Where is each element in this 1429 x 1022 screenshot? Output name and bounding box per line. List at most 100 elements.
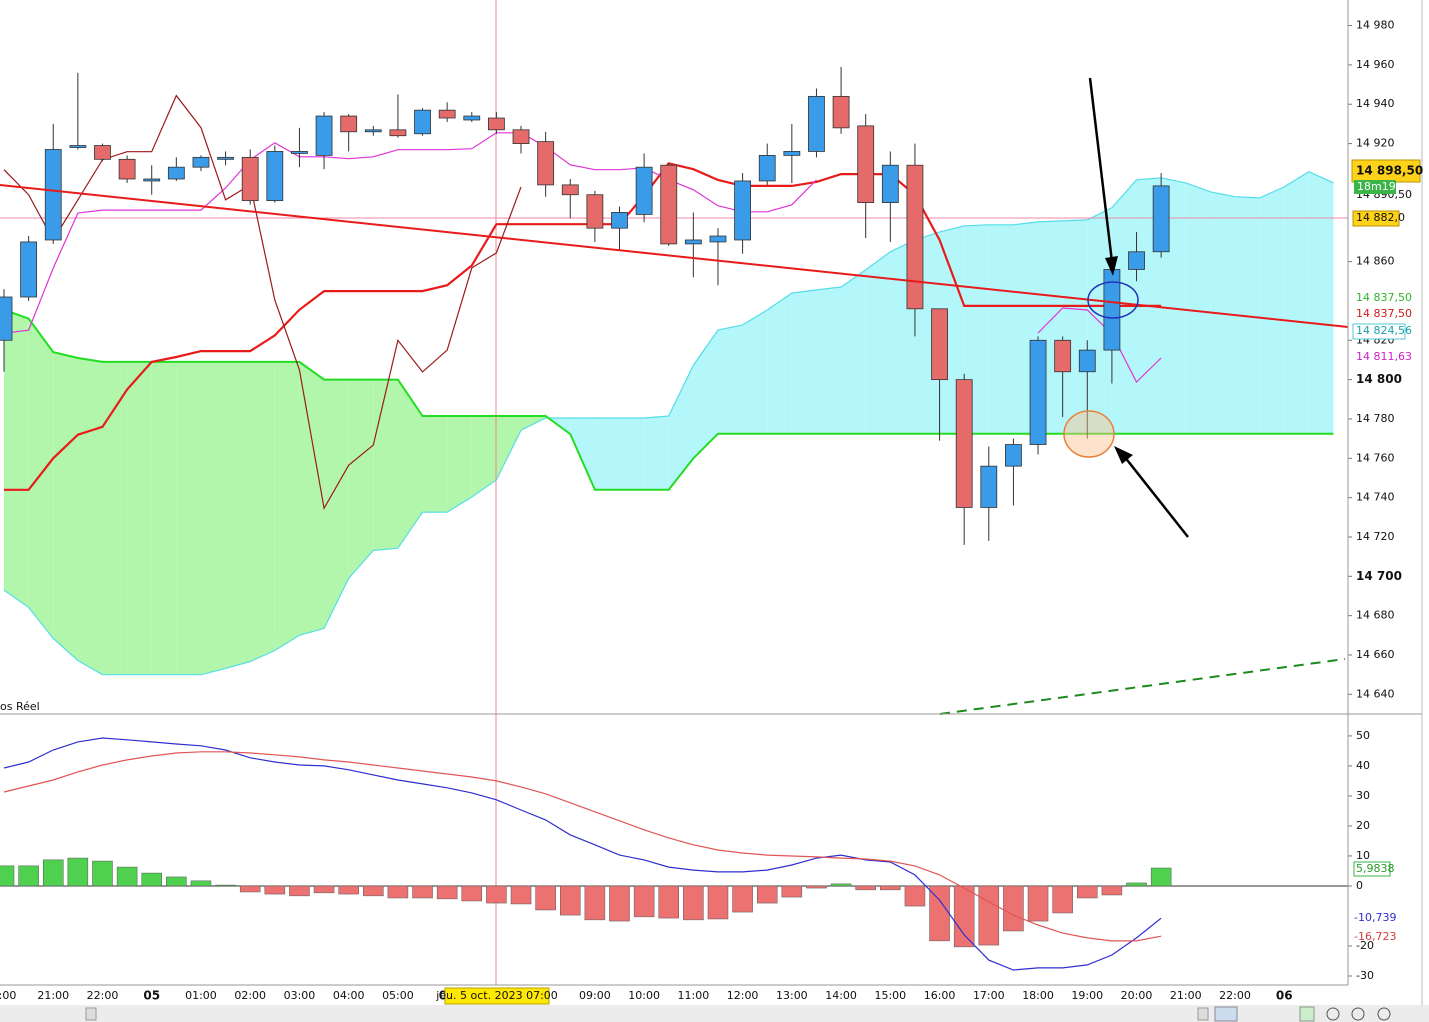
cloud-segment xyxy=(127,361,152,675)
cloud-segment xyxy=(225,361,251,669)
histogram-bar xyxy=(707,885,729,920)
scroll-right[interactable] xyxy=(1197,1007,1209,1021)
histogram-bar xyxy=(363,885,384,897)
price-tag: 14 837,50 xyxy=(1356,307,1412,320)
cloud-segment xyxy=(447,416,472,513)
candle-body xyxy=(635,166,653,215)
histogram-bar xyxy=(67,857,89,887)
cloud-segment xyxy=(767,293,792,434)
candle-body xyxy=(167,166,185,180)
cloud-segment xyxy=(77,357,103,675)
histogram-bar xyxy=(1003,885,1024,932)
tool-icon[interactable] xyxy=(1214,1006,1238,1022)
candle-body xyxy=(1005,444,1022,467)
arrow-head xyxy=(1114,446,1133,464)
crosshair-box xyxy=(444,987,550,1005)
histogram-bar xyxy=(166,876,187,887)
x-tick-label: 12:00 xyxy=(727,989,759,1002)
x-tick-label: 09:00 xyxy=(579,989,611,1002)
tool-icon[interactable] xyxy=(1299,1006,1315,1022)
cloud-segment xyxy=(422,416,448,513)
candle-body xyxy=(660,164,678,245)
candle-body xyxy=(832,95,850,129)
timer: 18m19s xyxy=(1357,180,1402,193)
histogram-bar xyxy=(18,865,39,887)
histogram-bar xyxy=(338,885,359,895)
candle-body xyxy=(118,158,136,180)
cloud-segment xyxy=(274,361,300,651)
cloud-segment xyxy=(1308,171,1334,434)
y-tick-label: 14 740 xyxy=(1356,491,1395,504)
histogram-bar xyxy=(1101,885,1123,896)
histogram-bar xyxy=(756,885,778,904)
candle-body xyxy=(1078,349,1096,373)
macd-line xyxy=(3,737,1162,971)
y-tick-label: 40 xyxy=(1356,759,1370,772)
x-tick-label: 04:00 xyxy=(333,989,365,1002)
x-tick-label: 21:00 xyxy=(37,989,69,1002)
histogram-bar xyxy=(264,885,286,895)
cloud-segment xyxy=(471,416,497,498)
candle-body xyxy=(931,308,948,381)
dashed-trend xyxy=(939,658,1346,715)
x-tick-label: 02:00 xyxy=(234,989,266,1002)
cloud-segment xyxy=(594,417,620,490)
candle-body xyxy=(266,151,284,202)
arrow xyxy=(1123,455,1189,538)
span-a-line xyxy=(3,171,1334,676)
scroll-left[interactable] xyxy=(85,1007,97,1021)
y-tick-label: 14 980 xyxy=(1356,19,1395,32)
price-tag: 14 882,0 xyxy=(1356,211,1405,224)
candle-body xyxy=(487,117,505,131)
candle-body xyxy=(955,379,973,508)
macd-line xyxy=(3,751,1162,942)
candle-body xyxy=(734,180,751,241)
x-tick-label: 05:00 xyxy=(382,989,414,1002)
histogram-bar xyxy=(42,859,64,887)
x-tick-label: 21:00 xyxy=(1170,989,1202,1002)
toolbar xyxy=(0,1005,1429,1022)
histogram-bar xyxy=(510,885,532,905)
y-tick-label: 14 660 xyxy=(1356,648,1395,661)
histogram-bar xyxy=(609,885,630,922)
cloud-segment xyxy=(373,379,398,551)
histogram-bar xyxy=(978,885,1000,946)
candle-body xyxy=(1152,185,1170,253)
histogram-bar xyxy=(535,885,556,911)
candle-body xyxy=(94,145,111,160)
candle-body xyxy=(611,212,628,229)
x-tick-label: 18:00 xyxy=(1022,989,1054,1002)
histogram-bar xyxy=(461,885,483,902)
histogram-bar xyxy=(732,885,753,913)
zoom-icon[interactable] xyxy=(1351,1007,1365,1021)
candle-body xyxy=(217,156,234,160)
x-tick-label: 19:00 xyxy=(1071,989,1103,1002)
cloud-segment xyxy=(53,352,78,661)
cloud-segment xyxy=(816,286,842,434)
candle-body xyxy=(463,115,481,121)
y-tick-label: 14 720 xyxy=(1356,530,1395,543)
histogram-bar xyxy=(486,885,507,904)
crosshair-label: jeu. 5 oct. 2023 07:00 xyxy=(435,989,558,1002)
cloud-segment xyxy=(1062,219,1088,434)
y-tick-label: 10 xyxy=(1356,849,1370,862)
arrow xyxy=(1088,77,1114,263)
histogram-bar xyxy=(141,872,162,887)
histogram-bar xyxy=(412,885,433,899)
candle-body xyxy=(980,465,998,508)
histogram-bar xyxy=(1150,867,1172,887)
x-tick-label: 15:00 xyxy=(874,989,906,1002)
candle-body xyxy=(709,235,727,243)
cloud-segment xyxy=(717,324,743,434)
cloud-segment xyxy=(151,361,177,675)
cloud-segment xyxy=(841,269,866,434)
macd-tag: -16,723 xyxy=(1354,930,1396,943)
cloud-segment xyxy=(397,379,423,549)
candle-body xyxy=(291,151,308,154)
zoom-icon[interactable] xyxy=(1326,1007,1340,1021)
cloud-segment xyxy=(200,361,226,675)
y-tick-label: 0 xyxy=(1356,879,1363,892)
zoom-icon[interactable] xyxy=(1377,1007,1391,1021)
